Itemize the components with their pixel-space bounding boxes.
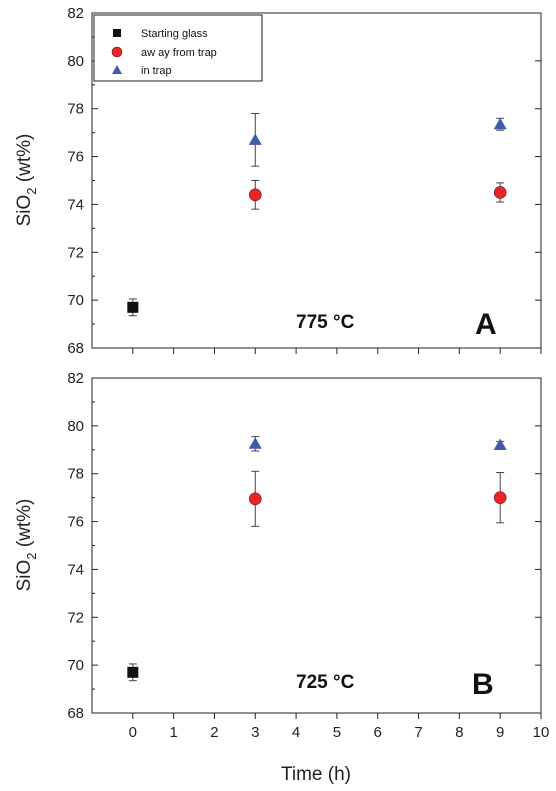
legend-box [93, 14, 263, 82]
panel-a-triangle-point [493, 117, 507, 131]
panel-a-y-tick-label: 74 [67, 196, 84, 213]
x-tick-label: 1 [169, 724, 177, 741]
panel-b-plot-frame [91, 377, 542, 714]
circle-marker [248, 492, 262, 506]
panel-b-square-point [127, 663, 139, 682]
triangle-marker [493, 438, 507, 450]
x-tick-label: 7 [414, 724, 422, 741]
x-tick-label: 6 [374, 724, 382, 741]
panel-a-y-ticks: 68 70 72 74 76 78 80 82 [67, 5, 541, 357]
triangle-marker [248, 133, 262, 145]
legend: Starting glass aw ay from trap in trap [93, 14, 263, 82]
panel-b-x-ticks [132, 713, 542, 719]
panel-b-y-tick-label: 82 [67, 370, 84, 387]
panel-b-y-tick-label: 80 [67, 418, 84, 435]
legend-marker-starting-glass [113, 29, 121, 37]
panel-b-letter: B [472, 668, 494, 701]
legend-label-starting-glass: Starting glass [141, 28, 208, 40]
panel-b-triangle-point [248, 436, 262, 452]
panel-b-temperature-label: 725 °C [296, 672, 355, 693]
legend-label-in-trap: in trap [141, 65, 172, 77]
panel-a-temperature-label: 775 °C [296, 312, 355, 333]
square-marker [127, 666, 139, 678]
circle-marker [248, 188, 262, 202]
legend-label-away-from-trap: aw ay from trap [141, 47, 217, 59]
x-tick-label: 10 [533, 724, 550, 741]
panel-a: 68 70 72 74 76 78 80 82 SiO2 (wt%) Starting gla… [14, 5, 542, 357]
x-tick-label: 8 [455, 724, 463, 741]
panel-a-y-tick-label: 70 [67, 292, 84, 309]
panel-a-y-tick-label: 68 [67, 340, 84, 357]
panel-b-triangle-point [493, 438, 507, 450]
x-tick-label: 0 [129, 724, 137, 741]
panel-b-y-axis-title: SiO2 (wt%) [14, 499, 39, 592]
x-axis-title: Time (h) [281, 764, 351, 785]
x-tick-label: 2 [210, 724, 218, 741]
panel-a-letter: A [475, 308, 497, 341]
panel-a-data-points [127, 113, 507, 317]
panel-a-circle-point [493, 182, 507, 203]
x-tick-labels: 0 1 2 3 4 5 6 7 8 9 10 [129, 724, 550, 741]
panel-b-data-points [127, 436, 507, 682]
circle-marker [493, 491, 507, 504]
panel-a-square-point [127, 298, 139, 317]
panel-b-y-tick-label: 68 [67, 705, 84, 722]
panel-a-y-tick-label: 72 [67, 244, 84, 261]
x-tick-label: 3 [251, 724, 259, 741]
panel-a-y-tick-label: 78 [67, 101, 84, 118]
triangle-marker [493, 117, 507, 130]
panel-b-y-tick-label: 72 [67, 609, 84, 626]
panel-a-y-tick-label: 82 [67, 5, 84, 22]
panel-b-y-tick-label: 74 [67, 561, 84, 578]
x-tick-label: 5 [333, 724, 341, 741]
panel-b-y-ticks: 68 70 72 74 76 78 80 82 [67, 370, 541, 722]
panel-a-y-axis-title: SiO2 (wt%) [14, 134, 39, 227]
x-tick-label: 9 [496, 724, 504, 741]
x-tick-label: 4 [292, 724, 300, 741]
panel-a-y-tick-label: 80 [67, 53, 84, 70]
panel-a-x-ticks [132, 348, 542, 354]
panel-a-y-tick-label: 76 [67, 149, 84, 166]
panel-b-y-tick-label: 70 [67, 657, 84, 674]
legend-marker-in-trap [112, 65, 122, 74]
panel-b-y-tick-label: 78 [67, 466, 84, 483]
square-marker [127, 301, 139, 313]
triangle-marker [248, 437, 262, 449]
panel-b-circle-point [493, 472, 507, 524]
panel-b-circle-point [248, 470, 262, 527]
panel-a-triangle-point [248, 113, 262, 167]
panel-a-circle-point [248, 180, 262, 210]
legend-marker-away-from-trap [111, 46, 123, 58]
circle-marker [493, 186, 507, 199]
panel-b-y-tick-label: 76 [67, 514, 84, 531]
panel-b: 68 70 72 74 76 78 80 82 SiO2 (wt%) 725 °C B [14, 370, 542, 722]
